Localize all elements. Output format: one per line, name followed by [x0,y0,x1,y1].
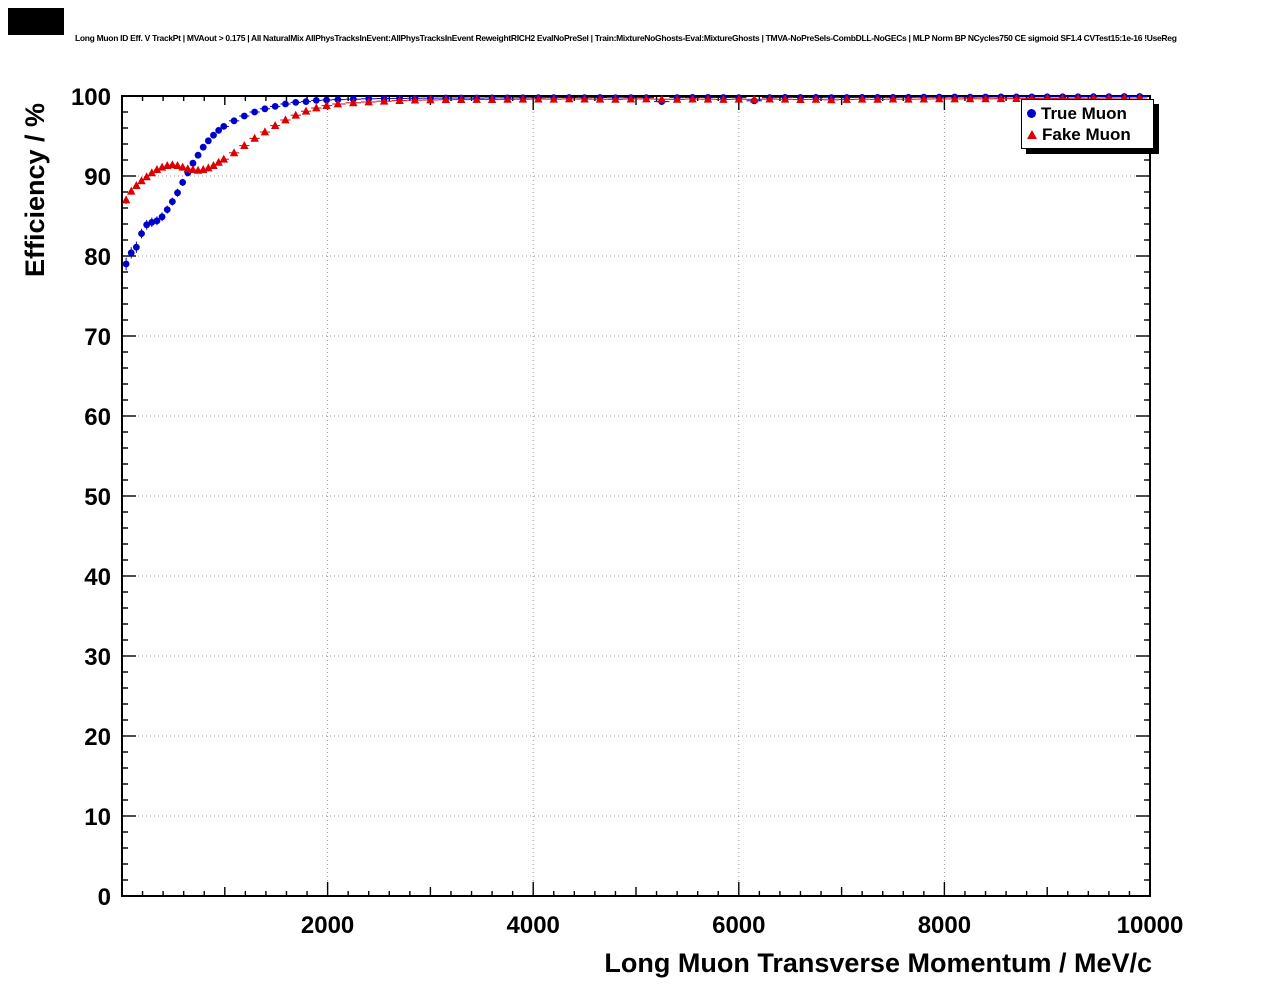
svg-text:60: 60 [84,404,111,431]
svg-text:10: 10 [84,804,111,831]
legend-label-fake-muon: Fake Muon [1042,124,1131,144]
true-muon-marker-icon [1027,109,1036,118]
plot-title: Long Muon ID Eff. V TrackPt | MVAout > 0… [75,33,1177,43]
svg-text:30: 30 [84,644,111,671]
svg-text:10000: 10000 [1117,912,1184,939]
plot-frame [121,95,1151,897]
svg-text:0: 0 [98,884,111,911]
svg-text:100: 100 [71,84,111,111]
legend-item-true-muon: True Muon [1022,103,1153,124]
true-muon-series [122,93,1148,271]
svg-text:70: 70 [84,324,111,351]
svg-text:50: 50 [84,484,111,511]
fake-muon-marker-icon [1027,130,1037,139]
svg-text:20: 20 [84,724,111,751]
legend-label-true-muon: True Muon [1041,103,1127,123]
tick-labels: 0 10 20 30 40 50 60 70 80 90 100 2000 4000 6000 8000 10… [71,84,1183,939]
corner-box [8,8,64,35]
svg-text:8000: 8000 [918,912,971,939]
axis-ticks [122,96,1150,896]
svg-text:4000: 4000 [507,912,560,939]
fake-muon-series [121,93,1148,204]
legend: True Muon Fake Muon [1021,99,1154,149]
svg-text:40: 40 [84,564,111,591]
svg-text:6000: 6000 [712,912,765,939]
legend-item-fake-muon: Fake Muon [1022,124,1153,145]
gridlines [122,96,1150,896]
x-axis-title: Long Muon Transverse Momentum / MeV/c [604,948,1152,978]
svg-text:2000: 2000 [301,912,354,939]
svg-text:90: 90 [84,164,111,191]
svg-text:80: 80 [84,244,111,271]
y-axis-title: Efficiency / % [20,103,50,277]
